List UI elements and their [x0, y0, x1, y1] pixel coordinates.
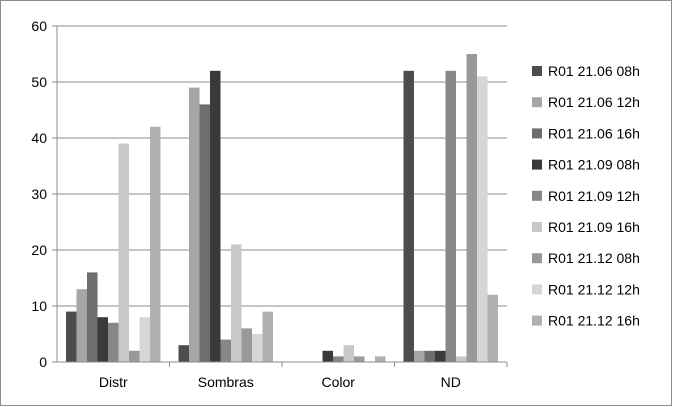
y-tick-label: 40	[31, 130, 47, 146]
legend-swatch	[532, 66, 542, 76]
bar	[354, 356, 365, 362]
bar	[424, 350, 435, 362]
legend-item: R01 21.09 12h	[532, 188, 640, 204]
y-tick-label: 10	[31, 298, 47, 314]
legend-swatch	[532, 315, 542, 326]
y-tick-label: 60	[31, 18, 47, 34]
bar	[108, 322, 119, 362]
legend-label: R01 21.12 12h	[548, 281, 640, 297]
legend-item: R01 21.12 12h	[532, 281, 640, 297]
bar	[435, 350, 446, 362]
y-tick-label: 0	[39, 354, 47, 370]
bar	[220, 339, 231, 362]
legend-swatch	[532, 159, 542, 170]
bar	[322, 350, 333, 362]
bar	[487, 294, 498, 362]
legend-swatch	[532, 253, 542, 264]
bar	[466, 54, 477, 362]
x-tick-label: Sombras	[198, 374, 254, 390]
bar	[129, 350, 140, 362]
bar	[150, 126, 161, 362]
y-tick-label: 50	[31, 74, 47, 90]
legend: R01 21.06 08h R01 21.06 12h R01 21.06 16h R…	[532, 63, 640, 329]
bar	[414, 350, 425, 362]
legend-swatch	[532, 190, 542, 201]
legend-item: R01 21.09 08h	[532, 157, 640, 173]
x-tick-label: Distr	[99, 374, 128, 390]
bar	[252, 334, 263, 362]
legend-label: R01 21.12 16h	[548, 313, 640, 329]
y-tick-label: 20	[31, 242, 47, 258]
bar	[76, 289, 87, 362]
bar	[445, 70, 456, 363]
legend-label: R01 21.06 08h	[548, 63, 640, 79]
legend-label: R01 21.09 08h	[548, 157, 640, 173]
legend-label: R01 21.06 16h	[548, 125, 640, 141]
legend-swatch	[532, 222, 542, 232]
bar	[403, 70, 414, 363]
bar	[97, 317, 108, 362]
y-tick-labels: 0 10 20 30 40 50 60	[31, 18, 47, 370]
legend-item: R01 21.12 08h	[532, 250, 640, 266]
bar	[199, 104, 210, 363]
legend-item: R01 21.09 16h	[532, 219, 640, 235]
legend-item: R01 21.12 16h	[532, 313, 640, 329]
bar	[241, 328, 252, 362]
bar	[139, 317, 150, 362]
bar	[178, 345, 189, 362]
legend-item: R01 21.06 16h	[532, 125, 640, 141]
bar	[262, 311, 273, 362]
bar	[456, 356, 467, 362]
x-tick-label: Color	[322, 374, 356, 390]
legend-item: R01 21.06 08h	[532, 63, 640, 79]
bar	[210, 70, 221, 363]
bar	[477, 76, 488, 363]
bar	[66, 311, 77, 362]
y-tick-label: 30	[31, 186, 47, 202]
bar	[375, 356, 386, 362]
legend-label: R01 21.12 08h	[548, 250, 640, 266]
bar	[87, 272, 98, 362]
legend-item: R01 21.06 12h	[532, 94, 640, 110]
gridlines	[57, 25, 507, 307]
legend-swatch	[532, 97, 542, 108]
legend-swatch	[532, 284, 542, 295]
bars	[66, 54, 498, 363]
bar	[118, 143, 129, 362]
bar	[231, 244, 242, 362]
legend-label: R01 21.06 12h	[548, 94, 640, 110]
x-tick-labels: Distr Sombras Color ND	[99, 374, 461, 390]
bar	[343, 345, 354, 362]
axes	[52, 25, 508, 367]
legend-label: R01 21.09 12h	[548, 188, 640, 204]
bar	[189, 87, 200, 362]
x-tick-label: ND	[441, 374, 461, 390]
bar	[333, 356, 344, 362]
legend-label: R01 21.09 16h	[548, 219, 640, 235]
legend-swatch	[532, 128, 542, 139]
